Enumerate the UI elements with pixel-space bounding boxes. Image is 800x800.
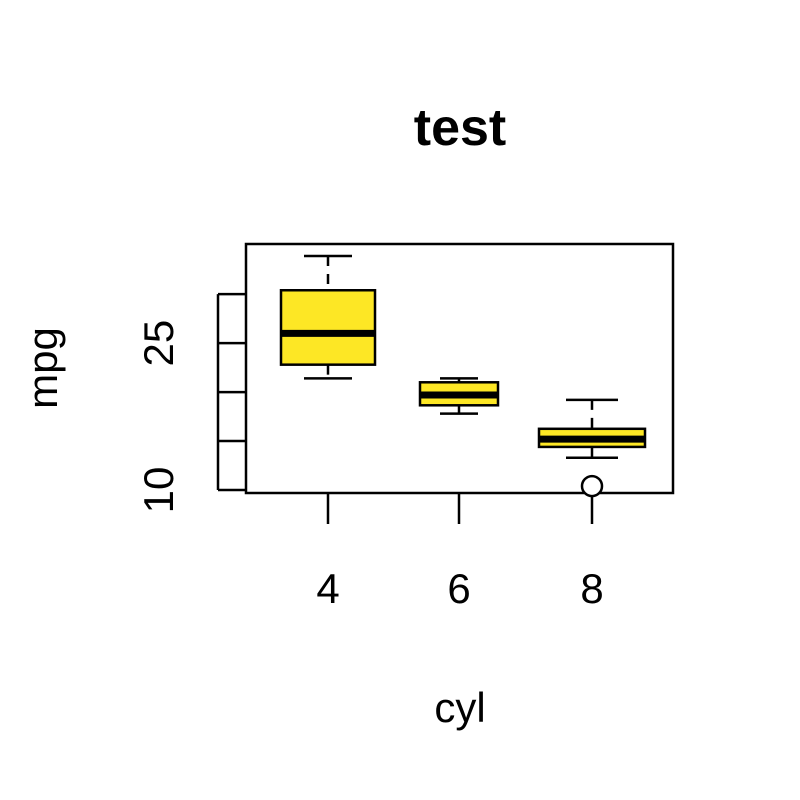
box-4 xyxy=(279,254,377,380)
x-axis-label: cyl xyxy=(434,684,485,731)
x-axis: 4 6 8 xyxy=(316,493,604,612)
y-axis-label: mpg xyxy=(19,327,66,409)
box-iqr xyxy=(279,289,377,366)
y-axis: 10 25 xyxy=(135,292,246,514)
box-8 xyxy=(537,398,647,498)
box-group xyxy=(279,254,647,498)
y-tick-label: 25 xyxy=(135,320,182,367)
x-tick-label: 6 xyxy=(447,565,470,612)
x-tick-label: 8 xyxy=(580,565,603,612)
chart-title: test xyxy=(414,99,506,157)
x-tick-label: 4 xyxy=(316,565,339,612)
plot-frame xyxy=(244,242,675,495)
box-6 xyxy=(418,377,500,415)
outlier-point xyxy=(580,474,604,498)
y-tick-label: 10 xyxy=(135,467,182,514)
